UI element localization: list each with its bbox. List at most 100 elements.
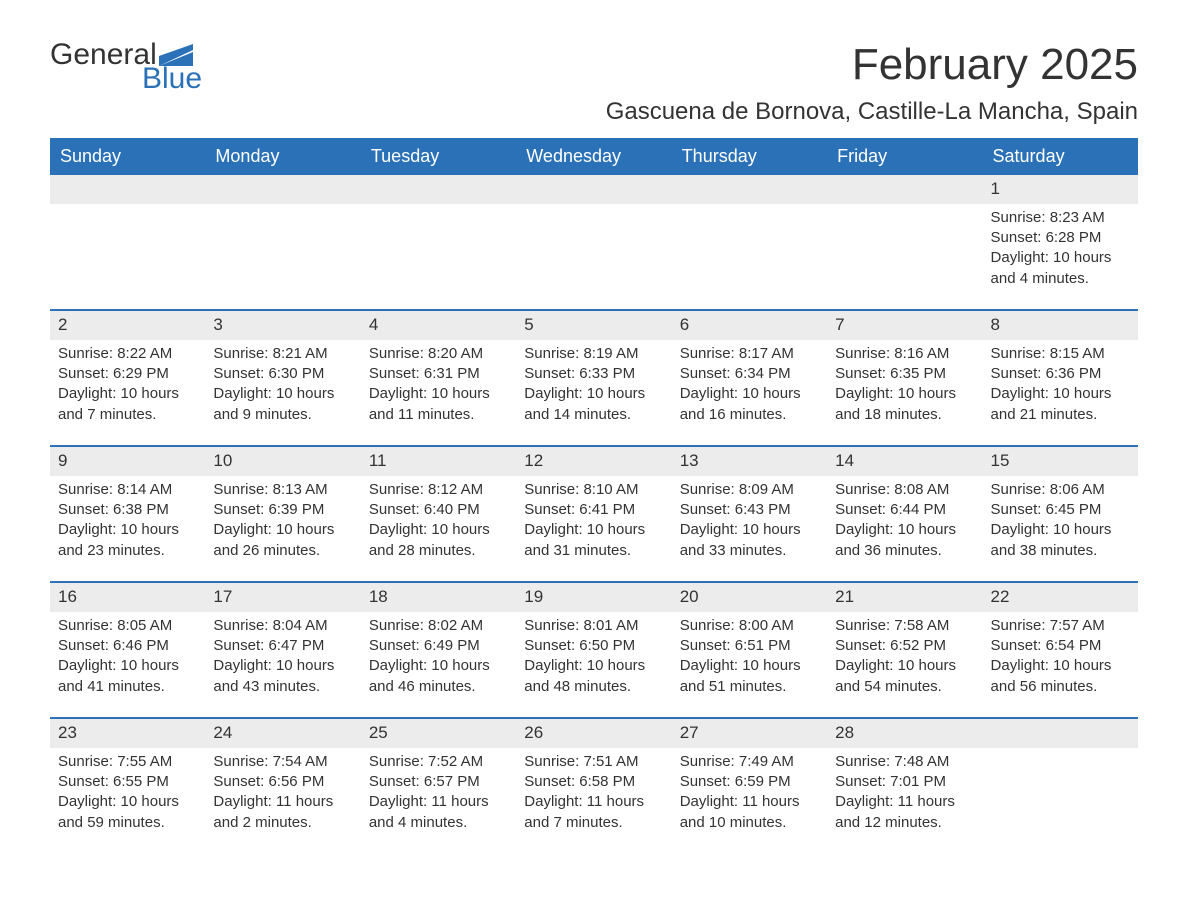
sunset-text: Sunset: 6:52 PM [835,636,974,656]
day-number [50,175,205,204]
day-number: 11 [361,447,516,476]
day-number: 7 [827,311,982,340]
daylight-text: Daylight: 10 hours and 38 minutes. [991,520,1130,561]
daylight-text: Daylight: 11 hours and 10 minutes. [680,792,819,833]
day-number: 12 [516,447,671,476]
daylight-text: Daylight: 11 hours and 2 minutes. [213,792,352,833]
sunrise-text: Sunrise: 7:49 AM [680,752,819,772]
day-cell: 17Sunrise: 8:04 AMSunset: 6:47 PMDayligh… [205,583,360,711]
week-row: 16Sunrise: 8:05 AMSunset: 6:46 PMDayligh… [50,581,1138,711]
daylight-text: Daylight: 10 hours and 59 minutes. [58,792,197,833]
daylight-text: Daylight: 11 hours and 4 minutes. [369,792,508,833]
day-number: 10 [205,447,360,476]
page-title: February 2025 [852,40,1138,90]
day-number: 19 [516,583,671,612]
day-body [672,204,827,214]
sunrise-text: Sunrise: 8:13 AM [213,480,352,500]
day-cell: 4Sunrise: 8:20 AMSunset: 6:31 PMDaylight… [361,311,516,439]
header: General Blue February 2025 [50,40,1138,94]
day-cell: 8Sunrise: 8:15 AMSunset: 6:36 PMDaylight… [983,311,1138,439]
sunset-text: Sunset: 6:50 PM [524,636,663,656]
day-cell: 7Sunrise: 8:16 AMSunset: 6:35 PMDaylight… [827,311,982,439]
week-row: 1Sunrise: 8:23 AMSunset: 6:28 PMDaylight… [50,175,1138,303]
daylight-text: Daylight: 10 hours and 46 minutes. [369,656,508,697]
sunrise-text: Sunrise: 7:58 AM [835,616,974,636]
sunrise-text: Sunrise: 8:20 AM [369,344,508,364]
day-cell: 3Sunrise: 8:21 AMSunset: 6:30 PMDaylight… [205,311,360,439]
day-body: Sunrise: 8:16 AMSunset: 6:35 PMDaylight:… [827,340,982,431]
day-body: Sunrise: 8:15 AMSunset: 6:36 PMDaylight:… [983,340,1138,431]
day-number: 22 [983,583,1138,612]
sunrise-text: Sunrise: 7:55 AM [58,752,197,772]
day-cell: 12Sunrise: 8:10 AMSunset: 6:41 PMDayligh… [516,447,671,575]
sunset-text: Sunset: 6:29 PM [58,364,197,384]
day-cell: 28Sunrise: 7:48 AMSunset: 7:01 PMDayligh… [827,719,982,847]
daylight-text: Daylight: 10 hours and 51 minutes. [680,656,819,697]
day-number [361,175,516,204]
day-cell: 27Sunrise: 7:49 AMSunset: 6:59 PMDayligh… [672,719,827,847]
sunrise-text: Sunrise: 7:57 AM [991,616,1130,636]
day-cell: 24 Sunrise: 7:54 AMSunset: 6:56 PMDayligh… [205,719,360,847]
day-number: 1 [983,175,1138,204]
sunset-text: Sunset: 6:47 PM [213,636,352,656]
daylight-text: Daylight: 10 hours and 23 minutes. [58,520,197,561]
sunset-text: Sunset: 6:55 PM [58,772,197,792]
day-number: 24 [205,719,360,748]
day-number [827,175,982,204]
daylight-text: Daylight: 10 hours and 54 minutes. [835,656,974,697]
day-cell: 20Sunrise: 8:00 AMSunset: 6:51 PMDayligh… [672,583,827,711]
day-cell: 18Sunrise: 8:02 AMSunset: 6:49 PMDayligh… [361,583,516,711]
sunrise-text: Sunrise: 8:15 AM [991,344,1130,364]
day-body: Sunrise: 7:49 AMSunset: 6:59 PMDaylight:… [672,748,827,839]
sunset-text: Sunset: 6:44 PM [835,500,974,520]
day-cell: 16Sunrise: 8:05 AMSunset: 6:46 PMDayligh… [50,583,205,711]
day-cell: 15Sunrise: 8:06 AMSunset: 6:45 PMDayligh… [983,447,1138,575]
day-body [205,204,360,214]
sunrise-text: Sunrise: 8:19 AM [524,344,663,364]
brand-part2: Blue [142,64,202,94]
day-cell [361,175,516,303]
day-cell: 2Sunrise: 8:22 AMSunset: 6:29 PMDaylight… [50,311,205,439]
daylight-text: Daylight: 10 hours and 21 minutes. [991,384,1130,425]
day-number: 5 [516,311,671,340]
day-number: 28 [827,719,982,748]
sunset-text: Sunset: 6:59 PM [680,772,819,792]
day-body: Sunrise: 8:22 AMSunset: 6:29 PMDaylight:… [50,340,205,431]
sunset-text: Sunset: 6:46 PM [58,636,197,656]
day-body: Sunrise: 7:55 AMSunset: 6:55 PMDaylight:… [50,748,205,839]
day-body: Sunrise: 7:48 AMSunset: 7:01 PMDaylight:… [827,748,982,839]
brand-logo: General Blue [50,40,202,94]
day-body: Sunrise: 8:09 AMSunset: 6:43 PMDaylight:… [672,476,827,567]
day-body: Sunrise: 8:14 AMSunset: 6:38 PMDaylight:… [50,476,205,567]
week-row: 2Sunrise: 8:22 AMSunset: 6:29 PMDaylight… [50,309,1138,439]
sunrise-text: Sunrise: 7:54 AM [213,752,352,772]
day-number: 9 [50,447,205,476]
sunset-text: Sunset: 6:49 PM [369,636,508,656]
daylight-text: Daylight: 11 hours and 7 minutes. [524,792,663,833]
day-body: Sunrise: 8:17 AMSunset: 6:34 PMDaylight:… [672,340,827,431]
day-body: Sunrise: 8:23 AMSunset: 6:28 PMDaylight:… [983,204,1138,295]
day-body: Sunrise: 8:01 AMSunset: 6:50 PMDaylight:… [516,612,671,703]
sunset-text: Sunset: 6:34 PM [680,364,819,384]
day-cell: 25Sunrise: 7:52 AMSunset: 6:57 PMDayligh… [361,719,516,847]
calendar: SundayMondayTuesdayWednesdayThursdayFrid… [50,138,1138,847]
sunrise-text: Sunrise: 8:16 AM [835,344,974,364]
day-number: 26 [516,719,671,748]
day-number: 14 [827,447,982,476]
sunrise-text: Sunrise: 8:09 AM [680,480,819,500]
day-number: 17 [205,583,360,612]
sunset-text: Sunset: 6:35 PM [835,364,974,384]
day-cell: 22Sunrise: 7:57 AMSunset: 6:54 PMDayligh… [983,583,1138,711]
day-body [983,748,1138,758]
day-body: Sunrise: 8:21 AMSunset: 6:30 PMDaylight:… [205,340,360,431]
sunset-text: Sunset: 6:33 PM [524,364,663,384]
sunrise-text: Sunrise: 8:05 AM [58,616,197,636]
day-cell: 11Sunrise: 8:12 AMSunset: 6:40 PMDayligh… [361,447,516,575]
day-cell: 13Sunrise: 8:09 AMSunset: 6:43 PMDayligh… [672,447,827,575]
daylight-text: Daylight: 10 hours and 36 minutes. [835,520,974,561]
daylight-text: Daylight: 10 hours and 26 minutes. [213,520,352,561]
week-row: 23Sunrise: 7:55 AMSunset: 6:55 PMDayligh… [50,717,1138,847]
daylight-text: Daylight: 10 hours and 41 minutes. [58,656,197,697]
sunset-text: Sunset: 6:56 PM [213,772,352,792]
day-body: Sunrise: 8:13 AMSunset: 6:39 PMDaylight:… [205,476,360,567]
